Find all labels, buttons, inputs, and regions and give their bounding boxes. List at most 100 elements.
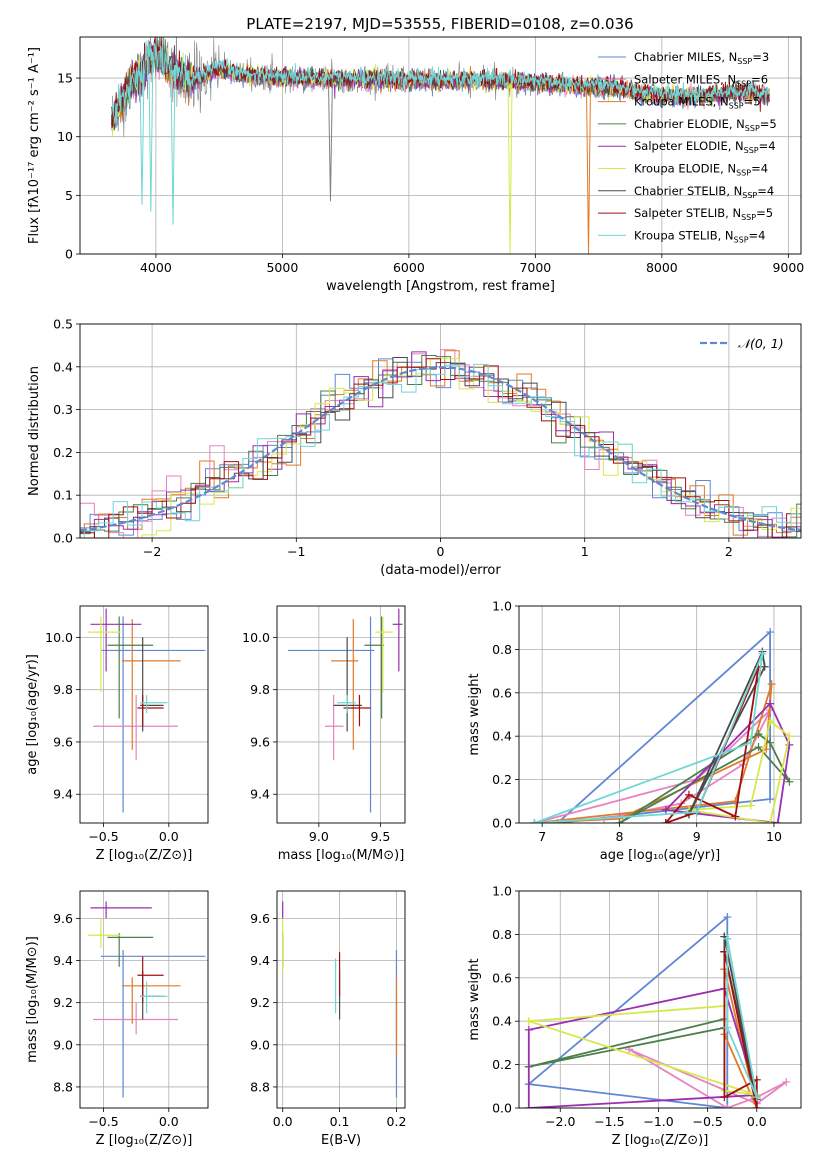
spectrum-dip (327, 78, 333, 202)
weight-marker (752, 1104, 761, 1108)
weight-marker (723, 1104, 732, 1108)
errorbar-point (90, 901, 152, 919)
weight-marker (773, 819, 782, 823)
y-tick-label: 9.4 (250, 787, 270, 802)
x-tick-label: 7000 (519, 260, 551, 275)
y-tick-label: 9.0 (250, 1037, 270, 1052)
x-tick-label: 9 (693, 829, 701, 844)
y-tick-label: 8.8 (53, 1079, 73, 1094)
weight-marker (766, 738, 775, 747)
errorbar-point (364, 616, 385, 719)
x-tick-label: 0.1 (330, 1114, 350, 1129)
spectrum-model-line (111, 37, 770, 124)
chart-age-vs-Z: −0.5 0.0 9.4 9.6 9.8 10.0 Z [log₁₀(Z/Z⊙)] age [… (25, 605, 209, 863)
legend-n-label: , N (713, 95, 729, 109)
weight-marker (746, 738, 755, 747)
chart-spectrum: 4000 5000 6000 7000 8000 9000 0 5 10 15 wavelength… (27, 36, 804, 294)
legend-label: Salpeter MILES, NSSP=6 (634, 72, 768, 88)
y-tick-label: 0.6 (492, 685, 512, 700)
errorbar-point (325, 694, 344, 761)
legend-model-name: Chabrier ELODIE (634, 117, 729, 131)
spectrum-dip (585, 86, 591, 254)
y-tick-label: 9.6 (53, 911, 73, 926)
x-tick-label: −1 (287, 544, 305, 559)
chart-mass-vs-EBV: 0.0 0.1 0.2 8.8 9.0 9.2 9.4 9.6 E(B-V) (250, 890, 406, 1148)
y-tick-label: 0.6 (492, 970, 512, 985)
y-axis-label: Flux [fλ10⁻¹⁷ erg cm⁻² s⁻¹ A⁻¹] (27, 47, 42, 244)
legend-nssp: 4 (768, 139, 775, 153)
errorbar-point (140, 637, 164, 732)
legend-nssp: 5 (769, 117, 776, 131)
legend-n-subscript: SSP (729, 102, 744, 111)
legend-equals: = (749, 228, 759, 242)
legend-nssp: 5 (753, 95, 760, 109)
x-tick-label: 8000 (646, 260, 678, 275)
legend-label: Kroupa STELIB, NSSP=4 (634, 228, 766, 244)
axes-frame (79, 36, 802, 255)
weight-marker (758, 649, 767, 658)
legend-model-name: Kroupa MILES (634, 95, 713, 109)
errorbar-point (100, 616, 206, 813)
legend-n-label: , N (720, 162, 736, 176)
y-tick-label: 0.3 (53, 402, 73, 417)
legend-model-name: Salpeter MILES (634, 72, 720, 86)
legend-n-subscript: SSP (745, 124, 760, 133)
y-tick-label: 0.2 (492, 772, 512, 787)
x-tick-label: 6000 (393, 260, 425, 275)
legend-n-subscript: SSP (734, 235, 749, 244)
weight-marker (766, 795, 775, 804)
legend-n-subscript: SSP (741, 213, 756, 222)
legend-nssp: 6 (761, 72, 768, 86)
weight-line (534, 683, 773, 823)
legend-n-subscript: SSP (744, 146, 759, 155)
weight-marker (692, 808, 701, 817)
errorbar-point (288, 616, 375, 813)
x-tick-label: 9.0 (309, 829, 329, 844)
errorbar-point (87, 918, 121, 948)
legend-model-name: Salpeter ELODIE (634, 139, 728, 153)
legend-model-name: Kroupa ELODIE (634, 162, 720, 176)
weight-marker (785, 732, 794, 741)
y-tick-label: 9.8 (53, 682, 73, 697)
weight-marker (754, 730, 763, 739)
weight-line (665, 666, 760, 823)
weight-marker (754, 743, 763, 752)
plot-area (87, 901, 206, 1098)
errorbar-point (140, 694, 168, 714)
errorbar-point (375, 616, 393, 693)
legend-model-name: Kroupa STELIB (634, 228, 718, 242)
y-tick-label: 9.0 (53, 1037, 73, 1052)
y-tick-label: 9.6 (250, 734, 270, 749)
legend-nssp: 3 (762, 50, 769, 64)
y-tick-label: 9.4 (250, 953, 270, 968)
weight-line (556, 629, 771, 823)
x-tick-label: 0.0 (159, 1114, 179, 1129)
weight-marker (746, 801, 755, 810)
axes-frame (79, 605, 209, 824)
y-tick-label: 5 (65, 188, 73, 203)
x-tick-label: −2.0 (545, 1114, 575, 1129)
weight-marker (723, 1023, 732, 1032)
histogram-step (80, 358, 801, 536)
legend-label: Kroupa ELODIE, NSSP=4 (634, 162, 768, 178)
x-tick-label: 9000 (772, 260, 804, 275)
weight-marker (720, 1093, 729, 1102)
x-tick-label: −0.5 (88, 1114, 118, 1129)
legend-n-subscript: SSP (737, 57, 752, 66)
errorbar-point (90, 608, 142, 672)
y-axis-label: age [log₁₀(age/yr)] (25, 654, 40, 775)
weight-marker (530, 819, 539, 823)
y-tick-label: 15 (57, 71, 73, 86)
x-tick-label: 0 (437, 544, 445, 559)
y-tick-label: 9.6 (250, 911, 270, 926)
weight-line (528, 1017, 726, 1068)
y-tick-label: 0.4 (492, 1014, 512, 1029)
legend-equals: = (759, 139, 769, 153)
errorbar-point (100, 949, 206, 1098)
y-tick-label: 0.0 (492, 816, 512, 831)
y-tick-label: 0.0 (492, 1101, 512, 1116)
weight-marker (785, 777, 794, 786)
legend-label: Chabrier STELIB, NSSP=4 (634, 184, 774, 200)
plot-area (80, 349, 801, 538)
plot-area (111, 37, 770, 254)
